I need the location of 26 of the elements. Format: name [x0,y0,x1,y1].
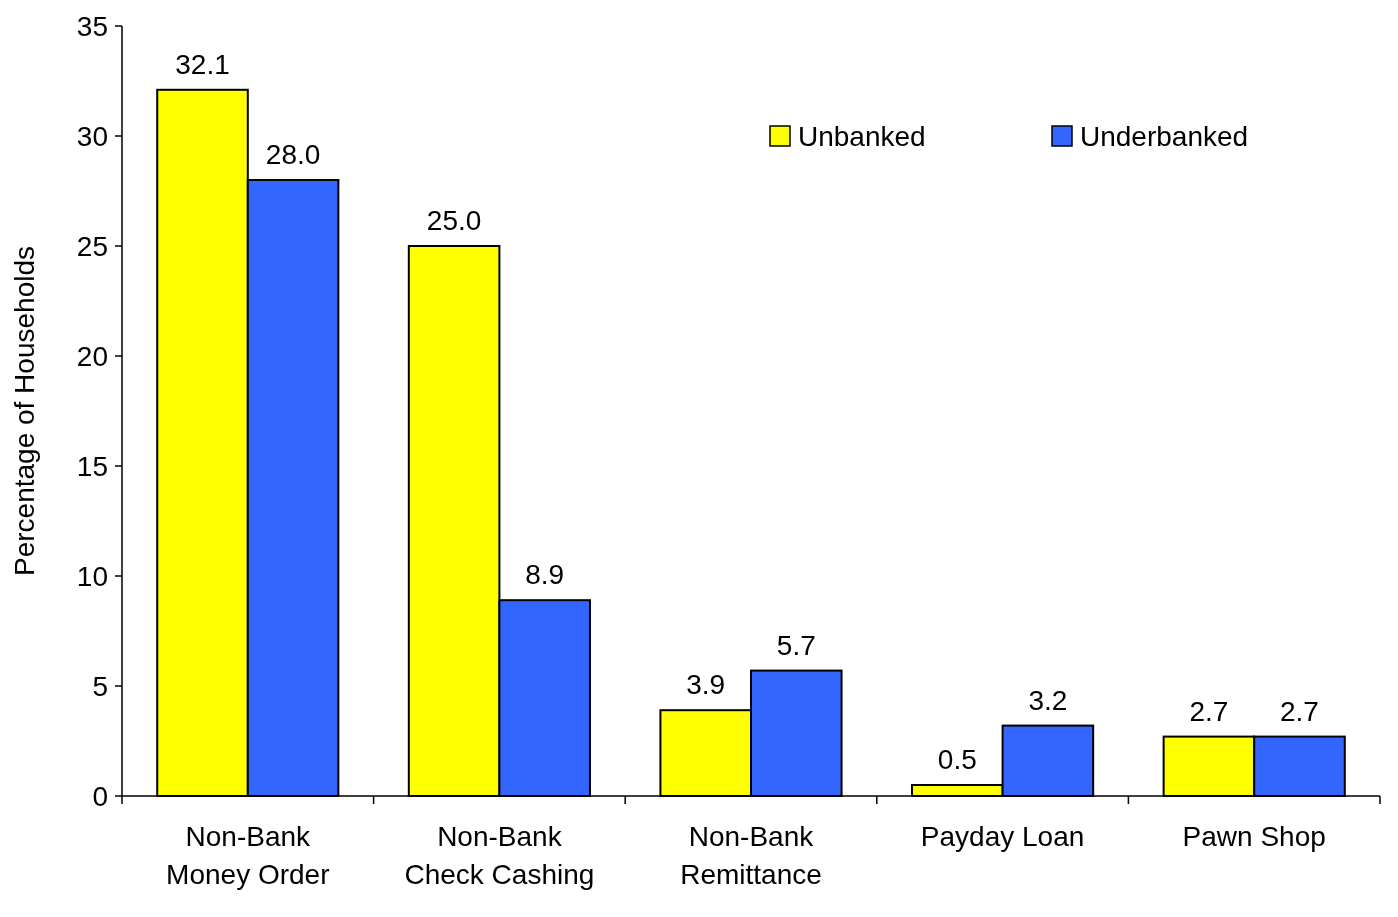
x-tick-label: Non-Bank Money Order [166,821,330,890]
y-tick-label: 0 [92,780,108,812]
x-tick-label: Payday Loan [920,821,1085,852]
legend-label: Underbanked [1080,120,1249,152]
text: 0.5 [937,744,977,775]
y-tick-label: 25 [76,230,108,262]
text: 2.7 [1189,695,1229,727]
text: 25.0 [426,205,482,236]
y-tick-label: 5 [92,670,108,702]
y-tick-label: 35 [76,10,108,42]
x-tick-label: Non-Bank Check Cashing [404,821,595,890]
text: 32.1 [175,48,230,80]
text: 3.2 [1028,684,1068,716]
text: 28.0 [265,139,321,170]
legend-label: Unbanked [798,120,926,152]
text: 5.7 [776,629,816,661]
text: 2.7 [1280,695,1319,727]
y-tick-label: 10 [76,560,108,592]
x-tick-label: Pawn Shop [1182,821,1326,852]
text: 3.9 [686,669,726,701]
y-tick-label: 15 [76,450,108,482]
y-tick-label: 30 [76,120,108,152]
y-tick-label: 20 [76,340,108,372]
text: 8.9 [525,559,565,591]
x-tick-label: Non-Bank Remittance [680,821,822,890]
y-axis-title: Percentage of Households [9,246,40,576]
